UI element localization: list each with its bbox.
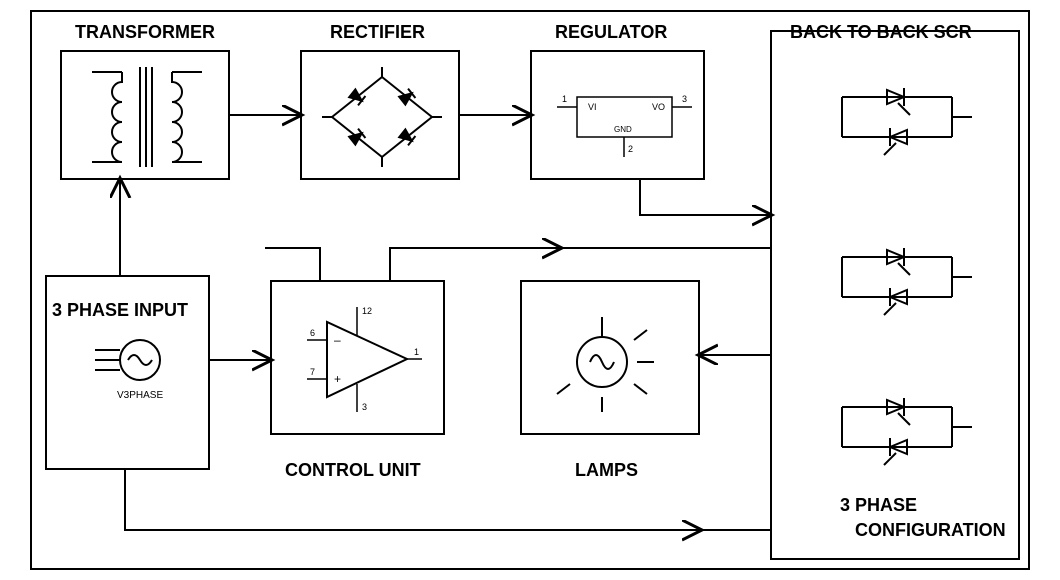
svg-text:12: 12 bbox=[362, 306, 372, 316]
svg-text:7: 7 bbox=[310, 367, 315, 377]
lamp-icon bbox=[522, 282, 702, 437]
input-label: 3 PHASE INPUT bbox=[52, 300, 188, 321]
regulator-icon: 1 3 2 VI VO GND bbox=[532, 52, 707, 182]
svg-text:1: 1 bbox=[414, 347, 419, 357]
scr-label: BACK TO BACK SCR bbox=[790, 22, 972, 43]
input-caption: V3PHASE bbox=[117, 390, 163, 401]
rectifier-block bbox=[300, 50, 460, 180]
scr-icon bbox=[772, 32, 1022, 562]
reg-pin-1: 1 bbox=[562, 94, 567, 104]
svg-text:+: + bbox=[334, 372, 341, 386]
rectifier-icon bbox=[302, 52, 462, 182]
reg-pin-2: 2 bbox=[628, 144, 633, 154]
svg-text:–: – bbox=[334, 333, 341, 347]
scr-block bbox=[770, 30, 1020, 560]
svg-text:3: 3 bbox=[362, 402, 367, 412]
control-label: CONTROL UNIT bbox=[285, 460, 421, 481]
reg-pin-3: 3 bbox=[682, 94, 687, 104]
reg-vo: VO bbox=[652, 102, 665, 112]
rectifier-label: RECTIFIER bbox=[330, 22, 425, 43]
lamps-block bbox=[520, 280, 700, 435]
reg-vi: VI bbox=[588, 102, 597, 112]
transformer-block bbox=[60, 50, 230, 180]
input-icon: V3PHASE bbox=[45, 320, 210, 440]
control-block: – + 6 7 1 12 3 bbox=[270, 280, 445, 435]
transformer-icon bbox=[62, 52, 232, 182]
scr-sublabel2: CONFIGURATION bbox=[855, 520, 1006, 541]
opamp-icon: – + 6 7 1 12 3 bbox=[272, 282, 447, 437]
regulator-block: 1 3 2 VI VO GND bbox=[530, 50, 705, 180]
scr-sublabel: 3 PHASE bbox=[840, 495, 917, 516]
transformer-label: TRANSFORMER bbox=[75, 22, 215, 43]
lamps-label: LAMPS bbox=[575, 460, 638, 481]
svg-text:6: 6 bbox=[310, 328, 315, 338]
reg-gnd: GND bbox=[614, 125, 632, 134]
regulator-label: REGULATOR bbox=[555, 22, 667, 43]
